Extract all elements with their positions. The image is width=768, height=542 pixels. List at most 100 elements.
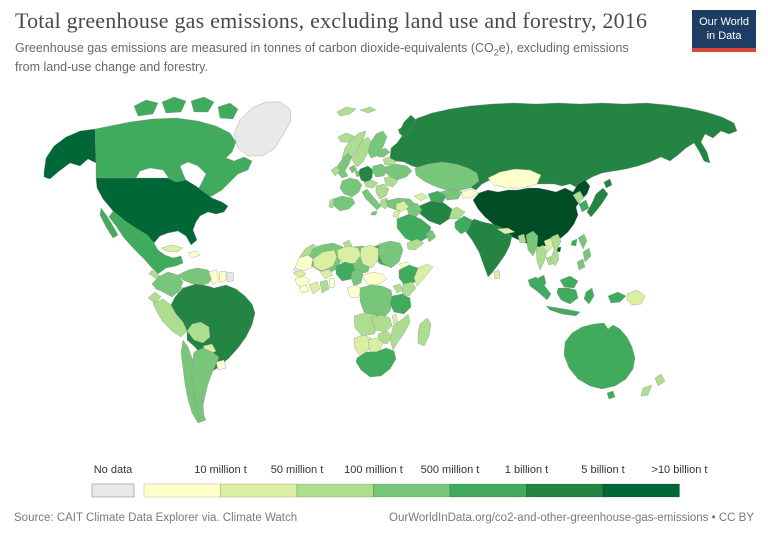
country-tasmania[interactable] (606, 390, 616, 400)
country-kazakhstan[interactable] (414, 161, 480, 192)
country-kenya[interactable] (401, 281, 417, 297)
country-finland[interactable] (367, 130, 388, 159)
country-nepal[interactable] (496, 227, 516, 235)
country-baltics[interactable] (376, 147, 391, 158)
country-ghana[interactable] (319, 279, 330, 294)
country-vietnam[interactable] (549, 233, 562, 267)
country-myanmar[interactable] (525, 230, 539, 257)
country-cameroon[interactable] (350, 268, 364, 287)
country-north-korea[interactable] (572, 190, 585, 204)
country-mexico[interactable] (99, 207, 184, 275)
country-gabon-congo[interactable] (346, 284, 363, 299)
country-australia[interactable] (563, 322, 636, 390)
country-uk[interactable] (336, 152, 353, 179)
country-canada-arctic-islands[interactable] (133, 96, 239, 120)
country-mauritania[interactable] (294, 254, 314, 272)
canonical-link[interactable]: OurWorldInData.org/co2-and-other-greenho… (389, 512, 754, 524)
country-french-guiana[interactable] (226, 271, 235, 283)
country-new-zealand[interactable] (640, 373, 666, 397)
country-chad[interactable] (359, 244, 380, 269)
country-india[interactable] (465, 218, 513, 278)
country-kyrgyz-tajik[interactable] (461, 188, 479, 199)
country-south-korea[interactable] (578, 199, 590, 213)
country-greenland[interactable] (233, 101, 292, 157)
legend-swatch-4[interactable] (449, 483, 527, 498)
country-drc[interactable] (359, 284, 394, 320)
legend-no-data-swatch[interactable] (91, 483, 135, 498)
country-mali[interactable] (312, 249, 338, 272)
country-novaya-zemlya[interactable] (398, 114, 417, 138)
country-france[interactable] (339, 177, 363, 198)
country-spain[interactable] (332, 195, 356, 212)
country-mozambique[interactable] (389, 313, 411, 351)
legend-swatch-5[interactable] (526, 483, 604, 498)
country-botswana[interactable] (367, 337, 384, 353)
country-balkans[interactable] (375, 183, 390, 200)
country-japan[interactable] (586, 178, 613, 218)
country-zambia[interactable] (370, 314, 393, 333)
country-guinea[interactable] (294, 275, 311, 288)
country-russia[interactable] (389, 102, 738, 191)
country-png[interactable] (626, 289, 646, 306)
legend-swatch-2[interactable] (296, 483, 374, 498)
country-pakistan[interactable] (454, 215, 473, 235)
country-thailand[interactable] (535, 244, 548, 271)
country-togo-benin[interactable] (328, 277, 336, 289)
country-denmark[interactable] (348, 164, 358, 174)
legend-label-5: 5 billion t (581, 464, 624, 476)
country-tanzania[interactable] (389, 293, 412, 315)
country-poland[interactable] (371, 163, 388, 178)
country-guyana[interactable] (208, 269, 220, 286)
owid-logo-line2: in Data (706, 30, 742, 43)
country-iran[interactable] (418, 200, 453, 226)
country-malawi[interactable] (391, 313, 399, 325)
country-czech-austria[interactable] (363, 179, 379, 189)
country-colombia[interactable] (151, 271, 184, 298)
country-bangladesh[interactable] (517, 233, 527, 244)
country-venezuela[interactable] (177, 267, 214, 287)
country-philippines[interactable] (576, 233, 592, 271)
legend-no-data-label: No data (94, 464, 133, 476)
country-israel-jordan[interactable] (392, 209, 401, 220)
country-iraq[interactable] (406, 202, 423, 218)
country-oman[interactable] (425, 229, 437, 243)
country-car[interactable] (361, 271, 388, 286)
country-sudan[interactable] (377, 240, 404, 269)
country-taiwan[interactable] (570, 238, 578, 247)
owid-logo[interactable]: Our World in Data (692, 10, 756, 52)
country-argentina[interactable] (191, 347, 220, 420)
country-namibia[interactable] (353, 334, 372, 358)
legend-label-0: 10 million t (194, 464, 247, 476)
country-madagascar[interactable] (417, 317, 432, 347)
country-yemen[interactable] (406, 238, 425, 251)
country-somalia[interactable] (413, 263, 434, 287)
country-ireland[interactable] (330, 165, 341, 177)
country-ukraine[interactable] (384, 163, 413, 181)
country-usa-alaska[interactable] (43, 128, 97, 180)
legend-swatch-6[interactable] (602, 483, 680, 498)
country-sri-lanka[interactable] (493, 269, 501, 280)
country-senegal[interactable] (292, 269, 307, 279)
country-mongolia[interactable] (487, 168, 542, 189)
country-svalbard[interactable] (336, 106, 377, 117)
country-ivory-coast[interactable] (308, 281, 321, 295)
country-liberia[interactable] (298, 284, 310, 294)
country-south-africa[interactable] (355, 347, 397, 378)
country-uruguay[interactable] (215, 359, 227, 371)
country-burkina[interactable] (319, 268, 334, 280)
country-bolivia[interactable] (186, 321, 211, 344)
subtitle-text: Greenhouse gas emissions are measured in… (15, 41, 494, 55)
country-suriname[interactable] (218, 270, 227, 284)
country-levant[interactable] (395, 200, 410, 213)
country-cuba[interactable] (160, 244, 184, 253)
country-portugal[interactable] (328, 198, 335, 209)
country-hispaniola[interactable] (187, 250, 201, 259)
legend-swatch-0[interactable] (143, 483, 221, 498)
country-niger[interactable] (336, 245, 362, 266)
country-uganda[interactable] (392, 283, 404, 294)
country-ecuador[interactable] (147, 291, 162, 304)
country-indonesia[interactable] (527, 276, 627, 317)
country-caucasus[interactable] (413, 192, 429, 202)
legend-swatch-1[interactable] (220, 483, 298, 498)
legend-swatch-3[interactable] (373, 483, 451, 498)
